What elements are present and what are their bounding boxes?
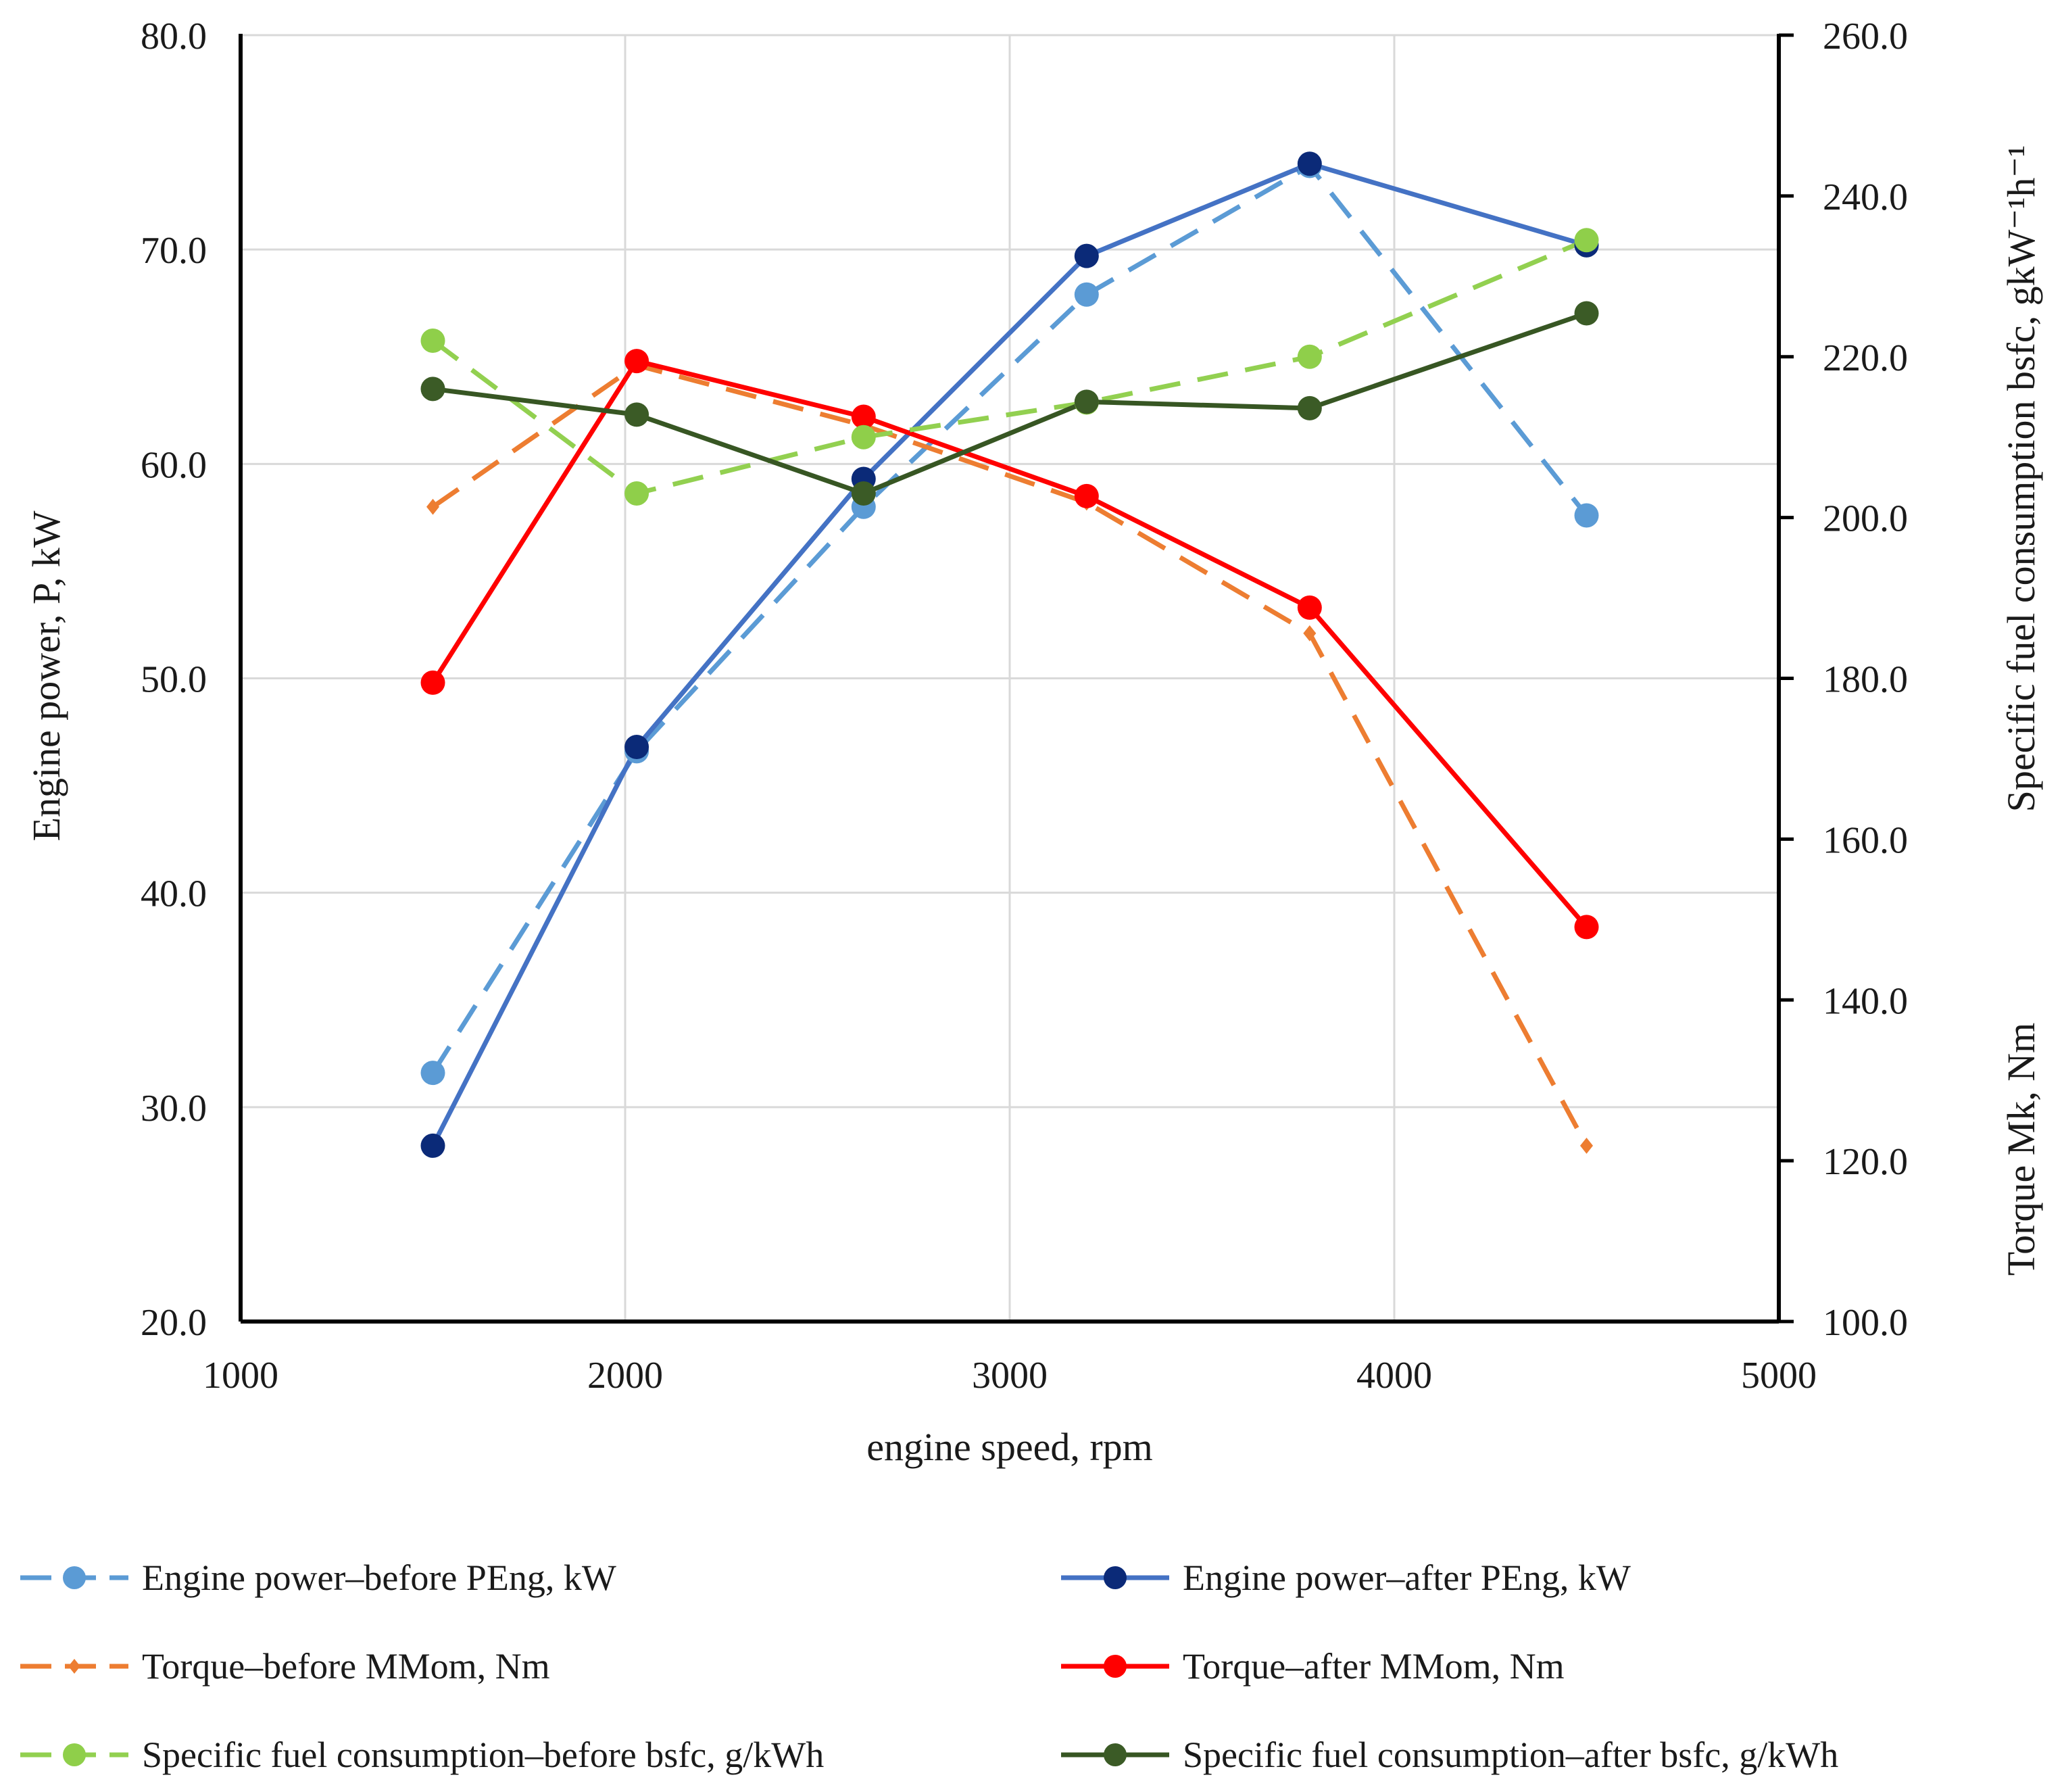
legend-entry-label: Specific fuel consumption–after bsfc, g/… <box>1183 1735 1838 1775</box>
gridlines <box>241 34 1780 1322</box>
axes <box>239 33 1794 1324</box>
y-right-tick-label: 140.0 <box>1823 980 1908 1022</box>
legend-swatch-marker <box>1104 1743 1127 1766</box>
y-right-tick-label: 220.0 <box>1823 337 1908 379</box>
y-right-tick-label: 240.0 <box>1823 176 1908 218</box>
data-point-torque-before-mmom-nm <box>426 498 440 515</box>
legend-entry-label: Torque–before MMom, Nm <box>142 1646 550 1687</box>
y-axis-right-torque-title: Torque Mk, Nm <box>1999 1023 2043 1276</box>
series-line-torque-before-mmom-nm <box>431 362 1589 1147</box>
y-right-tick-label: 200.0 <box>1823 498 1908 540</box>
y-right-tick-label: 100.0 <box>1823 1302 1908 1344</box>
x-axis-title: engine speed, rpm <box>866 1425 1153 1469</box>
series-markers <box>420 151 1599 1158</box>
data-point-specific-fuel-consumption-before-bsfc-g-kwh <box>1297 344 1322 369</box>
y-right-tick-label: 160.0 <box>1823 819 1908 861</box>
legend-swatch-marker <box>63 1566 86 1589</box>
data-point-torque-after-mmom-nm <box>1074 483 1099 508</box>
y-left-tick-label: 40.0 <box>141 873 207 915</box>
series-lines <box>431 161 1589 1147</box>
data-point-specific-fuel-consumption-before-bsfc-g-kwh <box>420 328 445 353</box>
y-left-tick-label: 50.0 <box>141 659 207 701</box>
data-point-torque-after-mmom-nm <box>1297 595 1322 620</box>
data-point-torque-after-mmom-nm <box>851 404 876 429</box>
legend-swatch-marker <box>1104 1655 1127 1678</box>
legend-swatch-marker <box>1104 1566 1127 1589</box>
data-point-specific-fuel-consumption-before-bsfc-g-kwh <box>1574 228 1599 253</box>
y-axis-left-title: Engine power, P, kW <box>24 510 68 841</box>
y-right-tick-label: 180.0 <box>1823 659 1908 701</box>
legend-swatch-marker <box>63 1743 86 1766</box>
legend-swatch-marker <box>68 1658 80 1674</box>
x-tick-label: 4000 <box>1356 1355 1432 1397</box>
data-point-engine-power-after-peng-kw <box>624 734 649 759</box>
legend-entry-label: Torque–after MMom, Nm <box>1183 1646 1565 1687</box>
series-line-specific-fuel-consumption-after-bsfc-g-kwh <box>433 311 1588 496</box>
series-line-engine-power-after-peng-kw <box>431 161 1588 1147</box>
y-right-tick-label: 120.0 <box>1823 1141 1908 1183</box>
data-point-specific-fuel-consumption-after-bsfc-g-kwh <box>1574 301 1599 326</box>
data-point-torque-before-mmom-nm <box>1579 1138 1594 1154</box>
data-point-specific-fuel-consumption-after-bsfc-g-kwh <box>624 402 649 427</box>
legend: Engine power–before PEng, kW Engine power… <box>20 1557 1838 1775</box>
x-tick-label: 1000 <box>203 1355 278 1397</box>
x-tick-label: 3000 <box>972 1355 1048 1397</box>
y-left-tick-label: 30.0 <box>141 1088 207 1130</box>
y-axis-right-title: Specific fuel consumption bsfc, gkW⁻¹h⁻¹ <box>1999 145 2043 813</box>
series-line-engine-power-before-peng-kw <box>431 164 1589 1074</box>
tick-labels: 20.0 30.0 40.0 50.0 60.0 70.0 80.0 1000 2000 3000… <box>141 16 1908 1397</box>
y-left-tick-label: 80.0 <box>141 16 207 57</box>
y-right-tick-label: 260.0 <box>1823 16 1908 57</box>
y-left-tick-label: 20.0 <box>141 1302 207 1344</box>
y-left-tick-label: 70.0 <box>141 230 207 272</box>
data-point-specific-fuel-consumption-after-bsfc-g-kwh <box>1074 389 1099 414</box>
legend-entry-label: Specific fuel consumption–before bsfc, g… <box>142 1735 824 1775</box>
data-point-torque-before-mmom-nm <box>1303 625 1317 641</box>
data-point-torque-after-mmom-nm <box>624 349 649 374</box>
data-point-specific-fuel-consumption-before-bsfc-g-kwh <box>624 481 649 506</box>
data-point-specific-fuel-consumption-after-bsfc-g-kwh <box>1297 395 1322 420</box>
data-point-engine-power-before-peng-kw <box>1574 503 1599 528</box>
data-point-specific-fuel-consumption-after-bsfc-g-kwh <box>420 377 445 402</box>
data-point-torque-after-mmom-nm <box>420 670 445 695</box>
data-point-torque-after-mmom-nm <box>1574 915 1599 940</box>
series-line-specific-fuel-consumption-before-bsfc-g-kwh <box>431 238 1588 496</box>
data-point-engine-power-before-peng-kw <box>1074 282 1099 307</box>
data-point-engine-power-after-peng-kw <box>1297 151 1322 176</box>
data-point-engine-power-after-peng-kw <box>1074 243 1099 268</box>
series-line-torque-after-mmom-nm <box>431 358 1589 929</box>
data-point-engine-power-before-peng-kw <box>420 1061 445 1086</box>
x-tick-label: 2000 <box>587 1355 663 1397</box>
legend-entry-label: Engine power–after PEng, kW <box>1183 1557 1631 1598</box>
x-tick-label: 5000 <box>1741 1355 1817 1397</box>
data-point-engine-power-after-peng-kw <box>420 1133 445 1158</box>
data-point-specific-fuel-consumption-before-bsfc-g-kwh <box>851 425 876 450</box>
data-point-specific-fuel-consumption-after-bsfc-g-kwh <box>851 481 876 506</box>
y-left-tick-label: 60.0 <box>141 444 207 486</box>
legend-entry-label: Engine power–before PEng, kW <box>142 1557 616 1598</box>
